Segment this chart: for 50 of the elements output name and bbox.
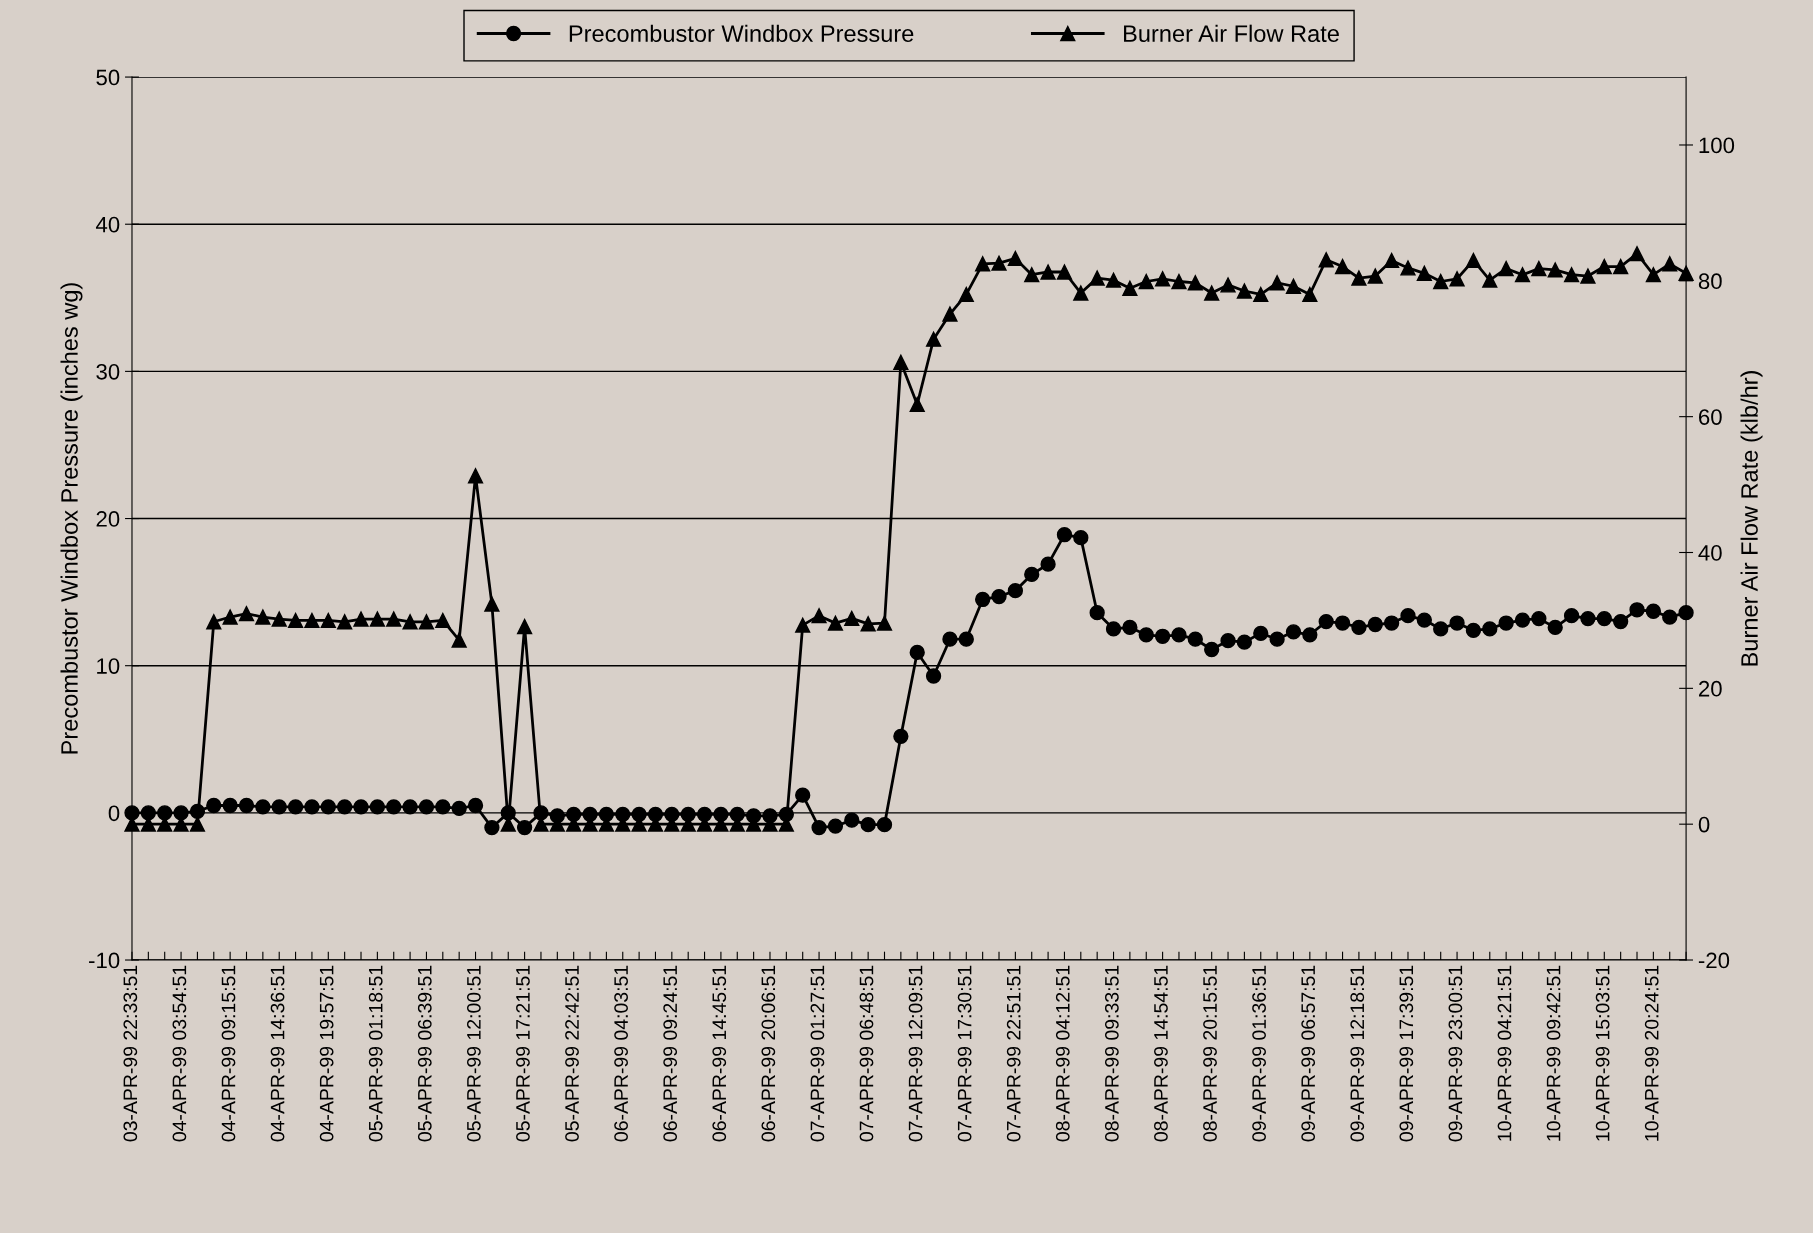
y2-tick-label: 40 — [1698, 545, 1722, 561]
x-tick-label: 08-APR-99 09:33:51 — [1104, 965, 1119, 1142]
x-tick-label: 09-APR-99 06:57:51 — [1301, 965, 1316, 1142]
x-tick-label: 05-APR-99 06:39:51 — [417, 965, 432, 1142]
y2-tick-label: 0 — [1698, 816, 1710, 833]
x-tick-label: 09-APR-99 23:00:51 — [1448, 965, 1463, 1142]
y-axis-title: Precombustor Windbox Pressure (inches wg) — [60, 283, 83, 754]
x-tick-label: 05-APR-99 01:18:51 — [368, 965, 383, 1142]
y2-tick-label: -20 — [1698, 952, 1730, 969]
x-tick-label: 06-APR-99 09:24:51 — [663, 965, 678, 1142]
y2-tick-label: 100 — [1699, 137, 1735, 154]
y2-tick-label: 20 — [1699, 680, 1722, 697]
legend-label: Burner Air Flow Rate — [1124, 24, 1339, 43]
x-tick-label: 05-APR-99 12:00:51 — [466, 965, 481, 1142]
x-tick-label: 06-APR-99 14:45:51 — [712, 965, 727, 1142]
x-tick-label: 07-APR-99 17:30:51 — [957, 965, 972, 1142]
x-tick-label: 07-APR-99 01:27:51 — [810, 965, 825, 1142]
x-tick-label: 05-APR-99 22:42:51 — [565, 965, 579, 1142]
y-tick-label: 20 — [96, 511, 120, 527]
x-tick-label: 07-APR-99 12:09:51 — [908, 965, 923, 1142]
x-tick-label: 06-APR-99 20:06:51 — [761, 965, 776, 1142]
x-tick-label: 10-APR-99 09:42:51 — [1546, 965, 1561, 1141]
x-tick-label: 09-APR-99 12:18:51 — [1350, 965, 1365, 1142]
x-tick-label: 10-APR-99 04:21:51 — [1497, 965, 1512, 1141]
x-tick-label: 08-APR-99 14:54:51 — [1154, 965, 1168, 1142]
y2-tick-label: 60 — [1699, 409, 1722, 425]
legend-label: Precombustor Windbox Pressure — [569, 24, 914, 43]
y-tick-label: 10 — [97, 658, 120, 674]
y-tick-label: 30 — [96, 363, 120, 380]
y2-axis-title: Burner Air Flow Rate (klb/hr) — [1740, 371, 1763, 666]
y-tick-label: 0 — [108, 805, 120, 822]
x-tick-label: 04-APR-99 19:57:51 — [319, 965, 334, 1142]
x-tick-label: 04-APR-99 14:36:51 — [270, 965, 285, 1142]
x-tick-label: 09-APR-99 17:39:51 — [1399, 965, 1414, 1142]
x-tick-label: 07-APR-99 06:48:51 — [859, 965, 874, 1142]
x-tick-label: 05-APR-99 17:21:51 — [516, 965, 530, 1142]
y-tick-label: 40 — [95, 216, 120, 233]
y2-tick-label: 80 — [1698, 273, 1722, 290]
x-tick-label: 06-APR-99 04:03:51 — [614, 965, 628, 1142]
x-tick-label: 04-APR-99 03:54:51 — [172, 965, 187, 1142]
x-tick-label: 07-APR-99 22:51:51 — [1006, 965, 1021, 1142]
y-tick-label: 50 — [96, 69, 120, 86]
x-tick-label: 08-APR-99 04:12:51 — [1055, 965, 1070, 1142]
x-tick-label: 08-APR-99 20:15:51 — [1203, 965, 1217, 1142]
x-tick-label: 09-APR-99 01:36:51 — [1252, 965, 1266, 1142]
x-tick-label: 10-APR-99 20:24:51 — [1644, 965, 1659, 1141]
x-tick-label: 03-APR-99 22:33:51 — [123, 965, 138, 1142]
y-tick-label: -10 — [89, 952, 120, 969]
x-tick-label: 10-APR-99 15:03:51 — [1595, 965, 1610, 1141]
x-tick-label: 04-APR-99 09:15:51 — [221, 965, 236, 1142]
